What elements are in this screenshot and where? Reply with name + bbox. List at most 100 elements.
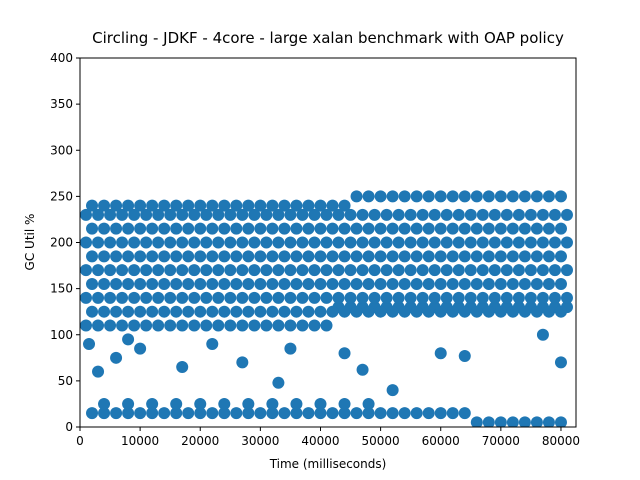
point: [494, 305, 507, 318]
point: [260, 319, 273, 332]
point: [482, 190, 495, 203]
point: [296, 319, 309, 332]
point: [212, 291, 225, 304]
point: [506, 278, 519, 291]
point: [122, 305, 135, 318]
point: [410, 190, 423, 203]
point: [554, 250, 567, 263]
point: [518, 416, 531, 427]
point: [218, 278, 231, 291]
point: [338, 222, 351, 235]
point: [170, 250, 183, 263]
point: [524, 291, 537, 304]
point: [434, 407, 447, 420]
point: [188, 264, 201, 277]
point: [326, 305, 339, 318]
point: [512, 236, 525, 249]
point: [344, 236, 357, 249]
point: [230, 278, 243, 291]
point: [428, 208, 441, 221]
point: [494, 190, 507, 203]
point: [320, 208, 333, 221]
point: [116, 291, 129, 304]
point: [152, 319, 165, 332]
point: [110, 305, 123, 318]
point: [176, 264, 189, 277]
point: [422, 407, 435, 420]
point: [458, 222, 471, 235]
point: [362, 190, 375, 203]
point: [350, 305, 363, 318]
point: [326, 199, 339, 212]
point: [506, 305, 519, 318]
point: [98, 305, 111, 318]
point: [230, 305, 243, 318]
point: [386, 407, 399, 420]
point: [458, 349, 471, 362]
point: [338, 347, 351, 360]
point: [80, 319, 93, 332]
point: [506, 416, 519, 427]
point: [248, 291, 261, 304]
point: [416, 291, 429, 304]
point: [242, 407, 255, 420]
point: [218, 222, 231, 235]
point: [290, 250, 303, 263]
point: [98, 250, 111, 263]
point: [206, 407, 219, 420]
point: [218, 199, 231, 212]
point: [206, 278, 219, 291]
point: [224, 264, 237, 277]
point: [284, 342, 297, 355]
point: [476, 291, 489, 304]
point: [542, 278, 555, 291]
point: [422, 222, 435, 235]
point: [224, 291, 237, 304]
point: [500, 236, 513, 249]
point: [380, 264, 393, 277]
point: [554, 416, 567, 427]
point: [428, 236, 441, 249]
point: [260, 208, 273, 221]
point: [134, 305, 147, 318]
point: [290, 407, 303, 420]
point: [440, 291, 453, 304]
point: [266, 305, 279, 318]
point: [290, 199, 303, 212]
point: [122, 199, 135, 212]
point: [164, 208, 177, 221]
point: [314, 199, 327, 212]
point: [344, 291, 357, 304]
point: [524, 236, 537, 249]
point: [206, 305, 219, 318]
point: [332, 208, 345, 221]
point: [272, 291, 285, 304]
point: [128, 291, 141, 304]
point: [422, 250, 435, 263]
point: [158, 199, 171, 212]
point: [494, 416, 507, 427]
point: [86, 250, 99, 263]
point: [110, 351, 123, 364]
point: [482, 222, 495, 235]
y-axis-label: GC Util %: [23, 214, 37, 271]
x-tick-label: 50000: [362, 434, 400, 448]
point: [152, 264, 165, 277]
point: [278, 199, 291, 212]
point: [404, 208, 417, 221]
point: [506, 250, 519, 263]
point: [458, 250, 471, 263]
point: [542, 190, 555, 203]
point: [140, 291, 153, 304]
point: [272, 264, 285, 277]
point: [398, 222, 411, 235]
point: [272, 376, 285, 389]
point: [320, 264, 333, 277]
point: [548, 264, 561, 277]
chart-title: Circling - JDKF - 4core - large xalan be…: [92, 29, 564, 47]
point: [416, 236, 429, 249]
point: [302, 250, 315, 263]
point: [254, 199, 267, 212]
point: [194, 397, 207, 410]
